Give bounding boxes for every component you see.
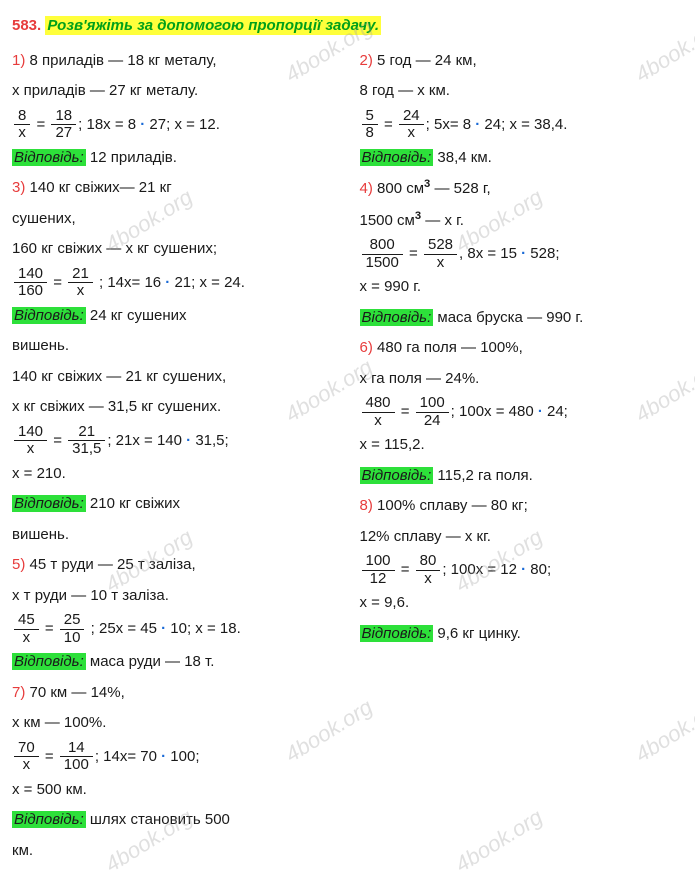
p5-l2: х т руди — 10 т заліза. <box>12 582 336 611</box>
p7-l1: 70 км — 14%, <box>30 684 125 701</box>
p6-l1: 480 га поля — 100%, <box>377 339 523 356</box>
p4-l1b: — 528 г, <box>430 180 490 197</box>
p3-answer-label: Відповідь: <box>12 307 86 324</box>
p2-l1: 5 год — 24 км, <box>377 52 477 69</box>
p7-num: 7) <box>12 684 25 701</box>
p7-l2: х км — 100%. <box>12 709 336 738</box>
p2-num: 2) <box>360 52 373 69</box>
task-header: 583. Розв'яжіть за допомогою пропорції з… <box>12 12 683 41</box>
p4-answer-label: Відповідь: <box>360 309 434 326</box>
p6-num: 6) <box>360 339 373 356</box>
content-columns: 1) 8 приладів — 18 кг металу, х приладів… <box>12 45 683 868</box>
p3-answer-label2: Відповідь: <box>12 495 86 512</box>
p4-num: 4) <box>360 180 373 197</box>
p5-num: 5) <box>12 556 25 573</box>
p3-l5: х = 210. <box>12 460 336 489</box>
p3-ans2: вишень. <box>12 332 336 361</box>
p2-eq: 58 = 24x; 5x= 8 · 24; х = 38,4. <box>360 108 684 142</box>
p1-eq: 8x = 1827; 18x = 8 · 27; х = 12. <box>12 108 336 142</box>
left-column: 1) 8 приладів — 18 кг металу, х приладів… <box>12 45 336 868</box>
p2-l2: 8 год — х км. <box>360 77 684 106</box>
p7-ans2: км. <box>12 837 336 866</box>
p1-answer: 12 приладів. <box>86 149 177 166</box>
p3-num: 3) <box>12 179 25 196</box>
p8-answer-label: Відповідь: <box>360 625 434 642</box>
p4-l1a: 800 см <box>377 180 424 197</box>
p1-num: 1) <box>12 52 25 69</box>
p1-l1: 8 приладів — 18 кг металу, <box>30 52 217 69</box>
p7-answer-label: Відповідь: <box>12 811 86 828</box>
p5-eq: 45x = 2510 ; 25x = 45 · 10; х = 18. <box>12 612 336 646</box>
p8-eq: 10012 = 80x; 100x = 12 · 80; <box>360 553 684 587</box>
task-title: Розв'яжіть за допомогою пропорції задачу… <box>45 16 381 35</box>
p8-l2: 12% сплаву — х кг. <box>360 523 684 552</box>
p3-l3: 140 кг свіжих — 21 кг сушених, <box>12 363 336 392</box>
p7-eq: 70x = 14100; 14x= 70 · 100; <box>12 740 336 774</box>
task-number: 583. <box>12 17 41 34</box>
p4-l3: х = 990 г. <box>360 273 684 302</box>
p6-eq: 480x = 10024; 100x = 480 · 24; <box>360 395 684 429</box>
p7-answer: шлях становить 500 <box>86 811 230 828</box>
p3-eq2: 140x = 2131,5; 21x = 140 · 31,5; <box>12 424 336 458</box>
p3-ans4: вишень. <box>12 521 336 550</box>
p7-l3: х = 500 км. <box>12 776 336 805</box>
p1-answer-label: Відповідь: <box>12 149 86 166</box>
p4-l2a: 1500 см <box>360 212 415 229</box>
p6-l2: х га поля — 24%. <box>360 365 684 394</box>
p5-l1: 45 т руди — 25 т заліза, <box>30 556 196 573</box>
p8-l3: х = 9,6. <box>360 589 684 618</box>
p3-answer: 24 кг сушених <box>86 307 187 324</box>
p2-answer: 38,4 км. <box>433 149 492 166</box>
p6-answer: 115,2 га поля. <box>433 467 533 484</box>
p3-l2: 160 кг свіжих — х кг сушених; <box>12 235 336 264</box>
p8-l1: 100% сплаву — 80 кг; <box>377 497 528 514</box>
p4-answer: маса бруска — 990 г. <box>433 309 583 326</box>
p4-l2b: — х г. <box>421 212 464 229</box>
right-column: 2) 5 год — 24 км, 8 год — х км. 58 = 24x… <box>360 45 684 868</box>
p6-answer-label: Відповідь: <box>360 467 434 484</box>
p5-answer-label: Відповідь: <box>12 653 86 670</box>
p3-answer3: 210 кг свіжих <box>86 495 180 512</box>
p6-l3: х = 115,2. <box>360 431 684 460</box>
p1-l2: х приладів — 27 кг металу. <box>12 77 336 106</box>
p4-eq: 8001500 = 528x, 8x = 15 · 528; <box>360 237 684 271</box>
p3-eq1: 140160 = 21x ; 14x= 16 · 21; х = 24. <box>12 266 336 300</box>
p2-answer-label: Відповідь: <box>360 149 434 166</box>
p3-l1: 140 кг свіжих— 21 кг <box>30 179 172 196</box>
p5-answer: маса руди — 18 т. <box>86 653 215 670</box>
p8-answer: 9,6 кг цинку. <box>433 625 521 642</box>
p3-l4: х кг свіжих — 31,5 кг сушених. <box>12 393 336 422</box>
p8-num: 8) <box>360 497 373 514</box>
p3-l1b: сушених, <box>12 205 336 234</box>
